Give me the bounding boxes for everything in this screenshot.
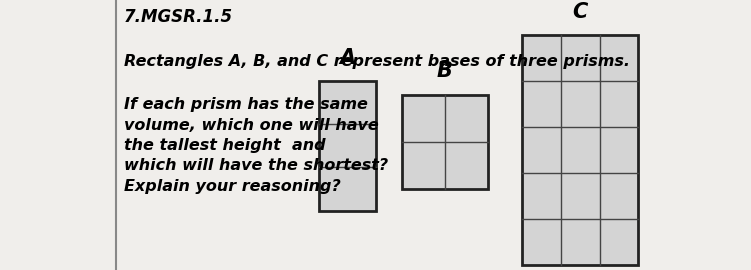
Text: A: A	[339, 48, 355, 68]
Bar	[522, 35, 638, 265]
Bar	[319, 81, 376, 211]
Bar	[402, 94, 488, 189]
Text: Rectangles A, B, and C represent bases of three prisms.: Rectangles A, B, and C represent bases o…	[124, 54, 630, 69]
Text: 7.MGSR.1.5: 7.MGSR.1.5	[124, 8, 233, 26]
Text: C: C	[572, 2, 588, 22]
Text: B: B	[437, 61, 453, 81]
Text: If each prism has the same
volume, which one will have
the tallest height  and
w: If each prism has the same volume, which…	[124, 97, 388, 194]
